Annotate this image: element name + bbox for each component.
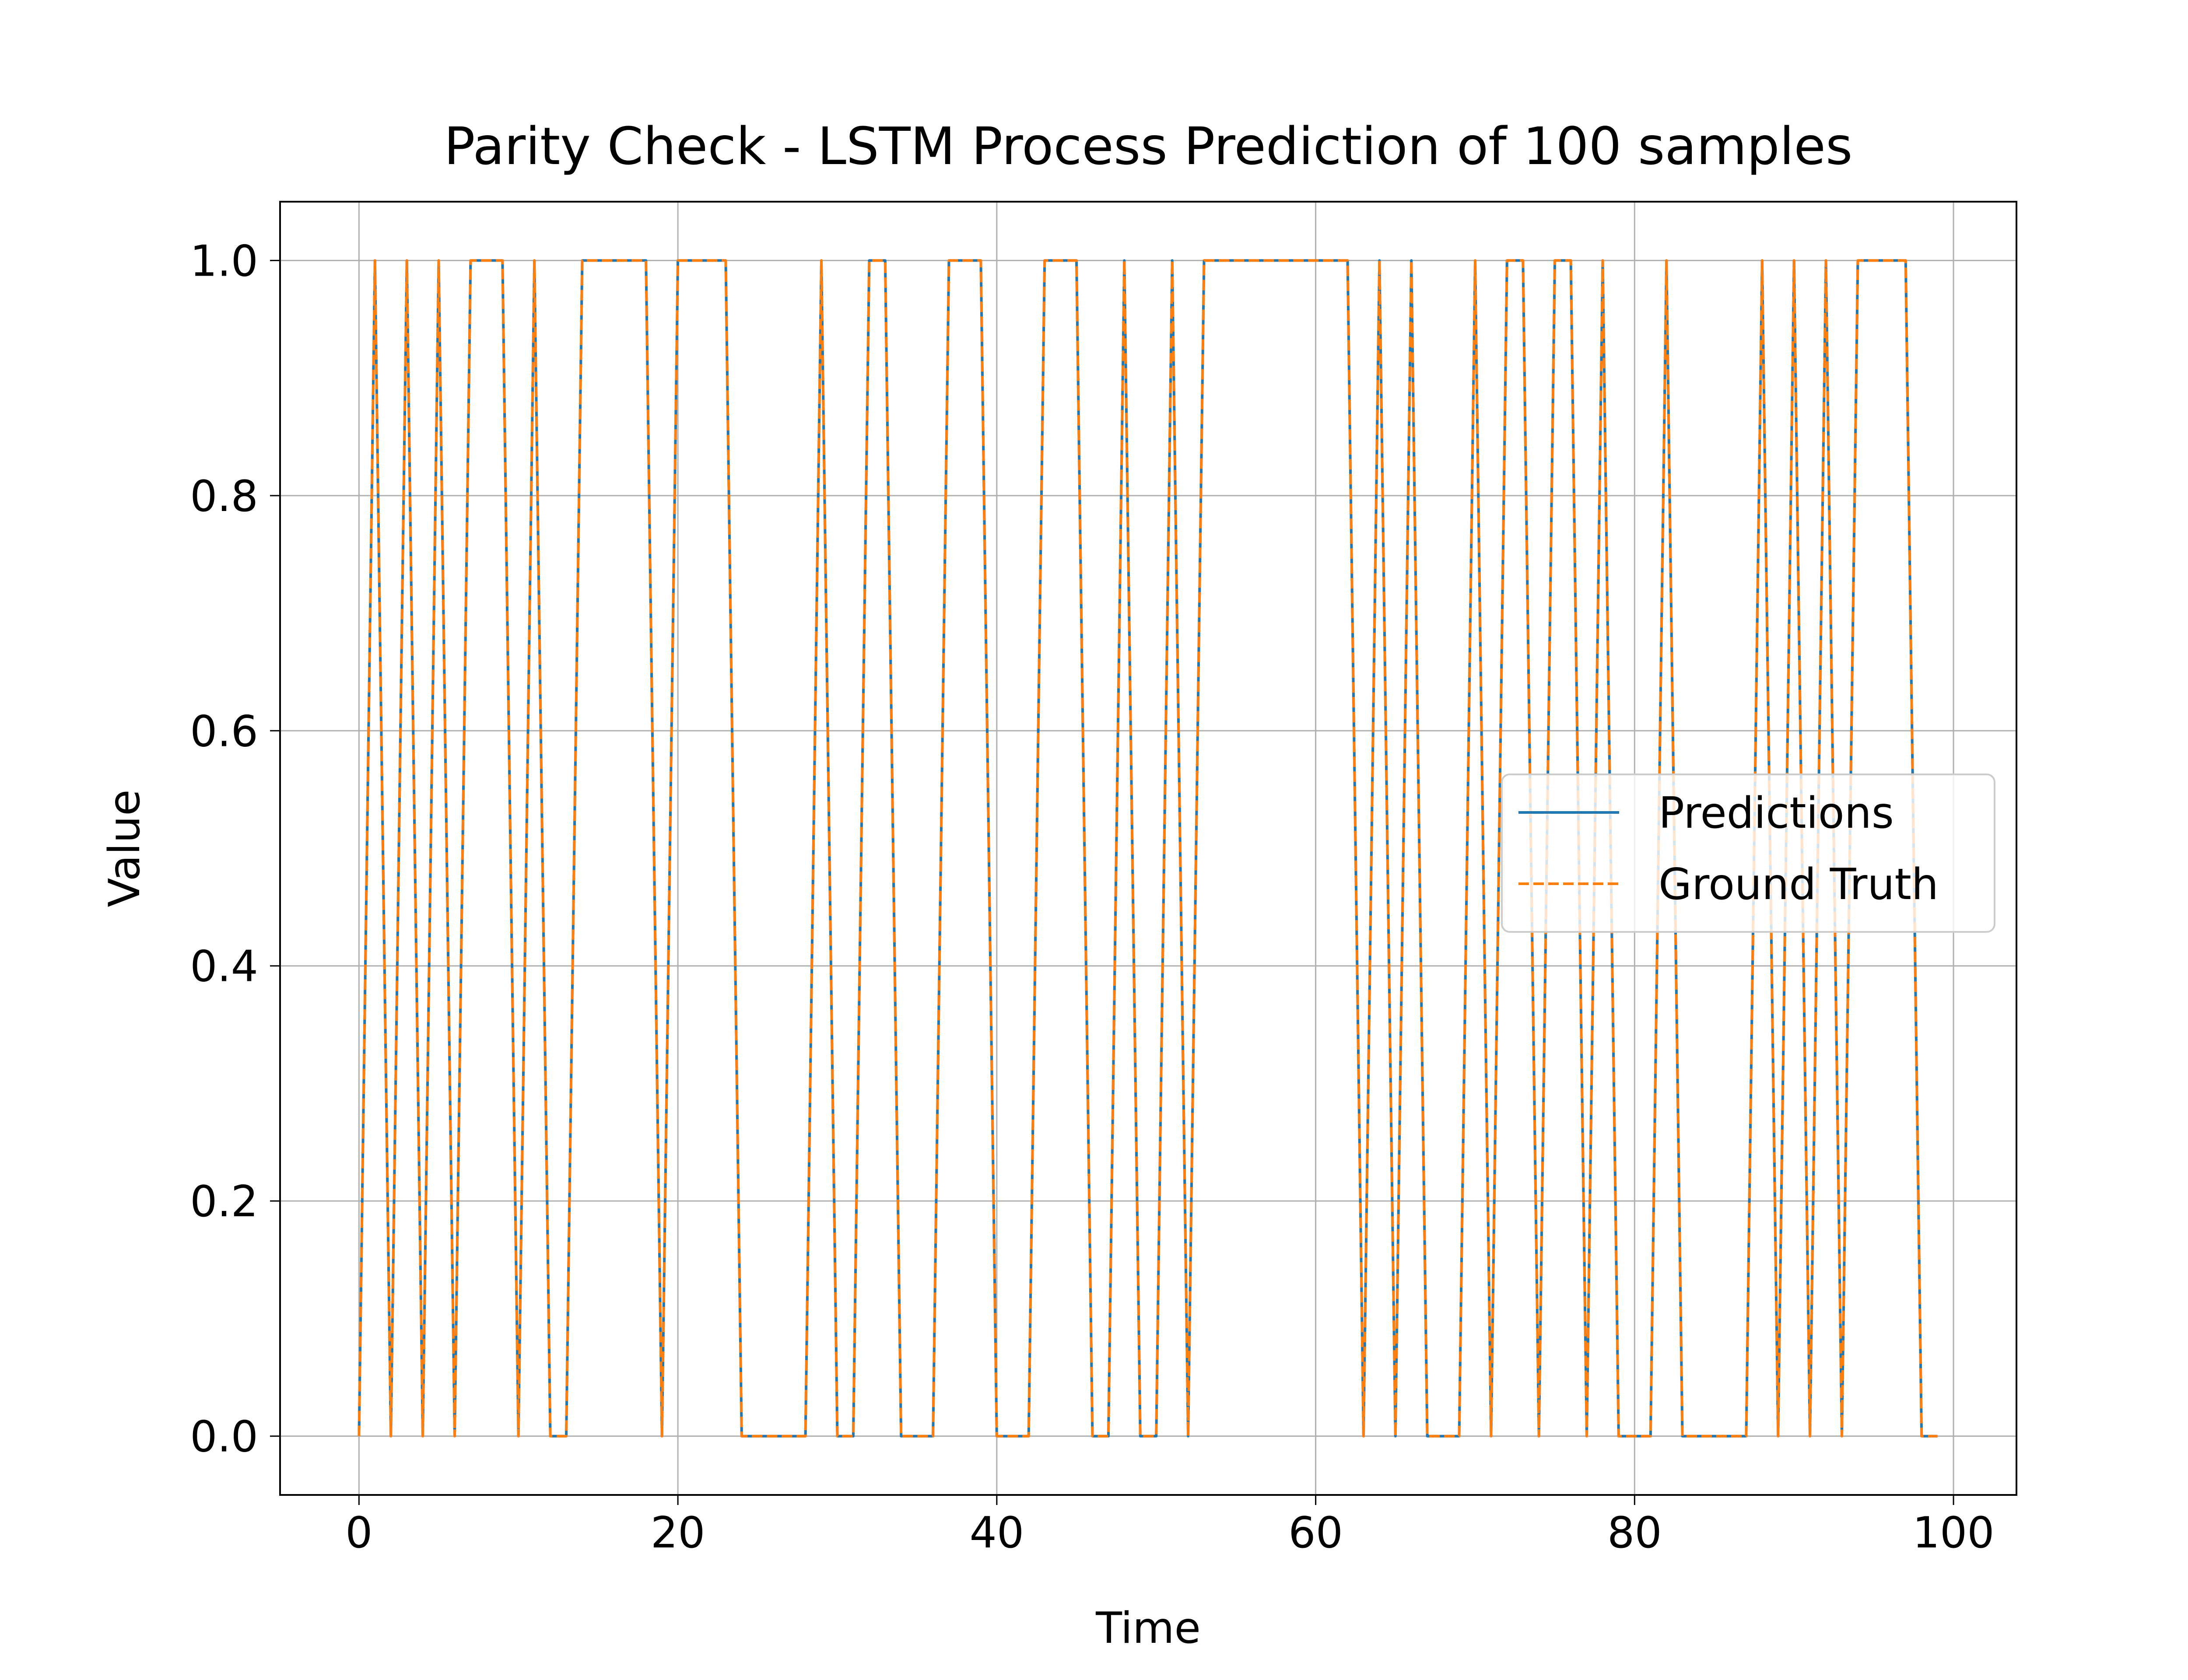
plot-frame [279,201,2017,1496]
y-axis-label: Value [100,789,150,907]
y-tick-label: 0.0 [190,1412,258,1462]
x-axis-label: Time [1095,1603,1201,1653]
x-tick-label: 100 [1913,1508,1995,1558]
legend-label-ground-truth: Ground Truth [1659,860,1939,910]
x-tick-label: 40 [969,1508,1024,1558]
legend: Predictions Ground Truth [1501,774,1995,933]
legend-box [1501,774,1995,933]
y-tick-label: 0.4 [190,942,258,992]
x-tick-label: 80 [1607,1508,1662,1558]
y-tick-label: 0.8 [190,472,258,522]
x-tick-label: 60 [1288,1508,1343,1558]
y-tick-label: 0.2 [190,1177,258,1227]
axis-ticks: 0 20 40 60 80 100 0.0 0.2 0.4 0.6 0.8 1.0 [190,236,1994,1558]
x-tick-label: 0 [345,1508,372,1558]
x-tick-label: 20 [651,1508,705,1558]
chart-title: Parity Check - LSTM Process Prediction o… [444,116,1852,176]
legend-label-predictions: Predictions [1659,788,1894,838]
y-tick-label: 1.0 [190,236,258,286]
y-tick-label: 0.6 [190,707,258,756]
